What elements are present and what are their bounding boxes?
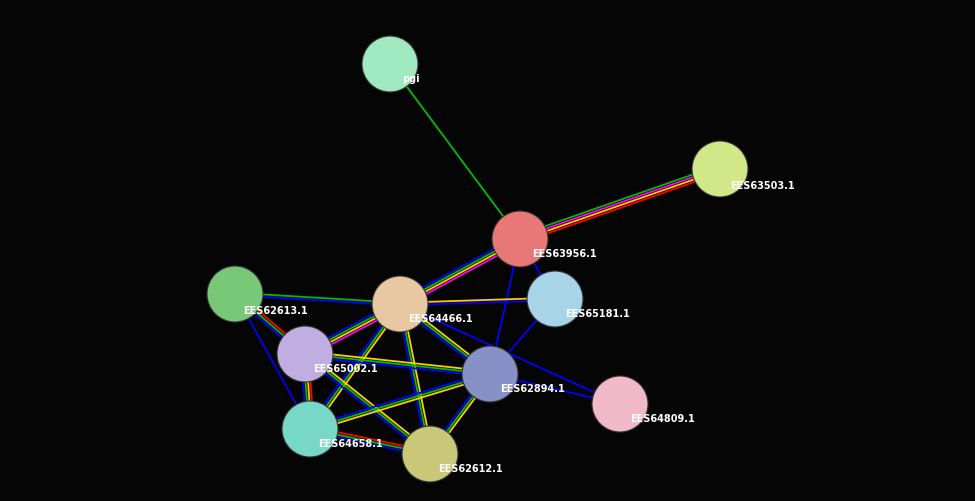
Circle shape <box>362 37 418 93</box>
Circle shape <box>277 326 333 382</box>
Text: pgi: pgi <box>402 74 419 84</box>
Text: EES63503.1: EES63503.1 <box>730 181 795 190</box>
Text: EES62894.1: EES62894.1 <box>500 383 565 393</box>
Text: EES62612.1: EES62612.1 <box>438 463 503 473</box>
Circle shape <box>282 401 338 457</box>
Circle shape <box>527 272 583 327</box>
Circle shape <box>492 211 548 268</box>
Text: EES64658.1: EES64658.1 <box>318 438 383 448</box>
Circle shape <box>207 267 263 322</box>
Circle shape <box>402 426 458 482</box>
Text: EES64809.1: EES64809.1 <box>630 413 695 423</box>
Text: EES65181.1: EES65181.1 <box>565 309 630 318</box>
Circle shape <box>692 142 748 197</box>
Circle shape <box>372 277 428 332</box>
Text: EES62613.1: EES62613.1 <box>243 306 308 315</box>
Circle shape <box>462 346 518 402</box>
Text: EES63956.1: EES63956.1 <box>532 248 597 259</box>
Text: EES64466.1: EES64466.1 <box>408 313 473 323</box>
Circle shape <box>592 376 648 432</box>
Text: EES65002.1: EES65002.1 <box>313 363 377 373</box>
